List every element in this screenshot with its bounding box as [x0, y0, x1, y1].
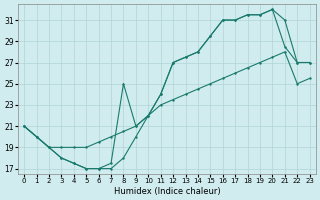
X-axis label: Humidex (Indice chaleur): Humidex (Indice chaleur)	[114, 187, 220, 196]
